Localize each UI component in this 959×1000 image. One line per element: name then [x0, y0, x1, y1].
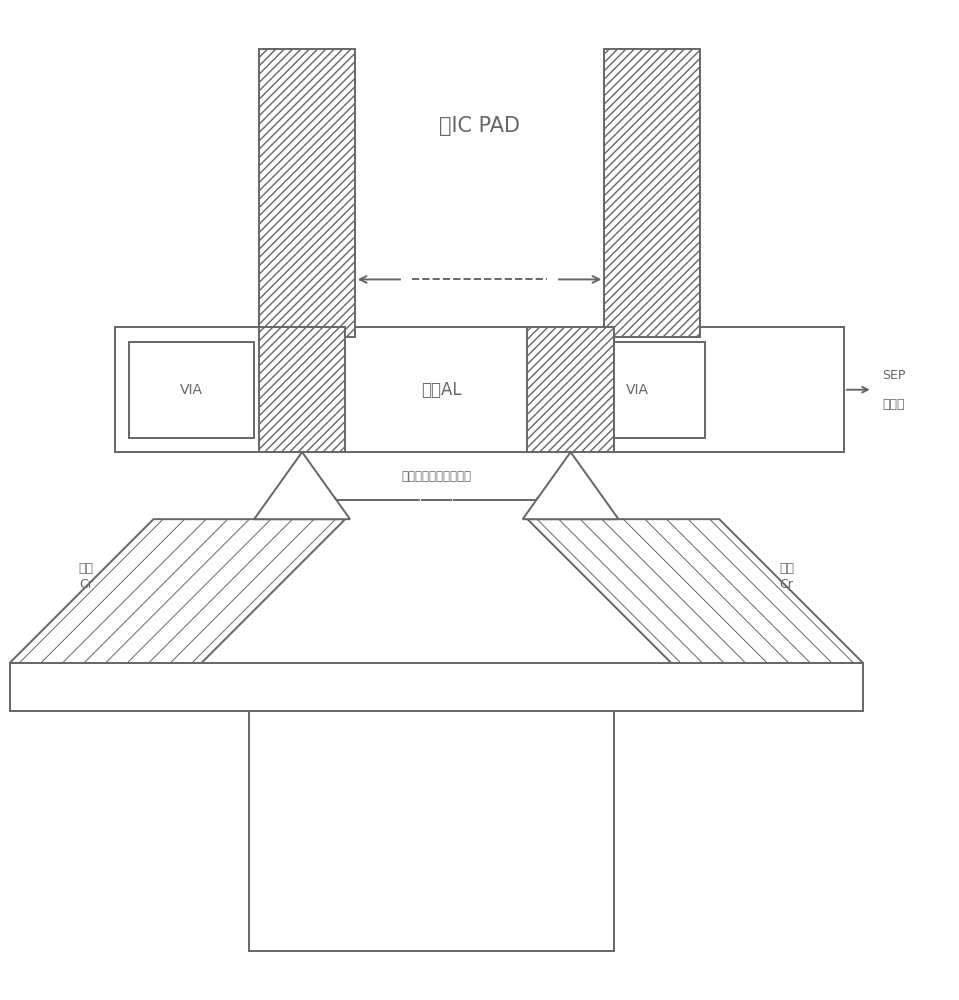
Polygon shape [10, 519, 345, 663]
Bar [249, 711, 614, 951]
Text: Cr: Cr [423, 675, 450, 699]
Text: 阴极AL: 阴极AL [421, 381, 461, 399]
Text: VIA: VIA [180, 383, 203, 397]
Bar [527, 327, 614, 452]
Bar [575, 342, 705, 438]
Text: 测试
PAD: 测试 PAD [408, 788, 456, 845]
Text: 压IC PAD: 压IC PAD [439, 116, 520, 136]
Bar [604, 49, 700, 337]
Text: 阴极
Cr: 阴极 Cr [79, 562, 94, 591]
Text: 阳极
Cr: 阳极 Cr [779, 562, 794, 591]
Bar [259, 327, 345, 452]
Text: VIA: VIA [626, 383, 649, 397]
Bar [115, 327, 844, 452]
Text: 薄膜封装内像素二极管: 薄膜封装内像素二极管 [402, 470, 471, 483]
Bar [259, 49, 355, 337]
Bar [129, 342, 254, 438]
Polygon shape [527, 519, 863, 663]
Bar [10, 663, 863, 711]
Text: 隔离桃: 隔离桃 [882, 398, 904, 411]
Polygon shape [523, 452, 619, 519]
Text: SEP: SEP [882, 369, 905, 382]
Polygon shape [254, 452, 350, 519]
